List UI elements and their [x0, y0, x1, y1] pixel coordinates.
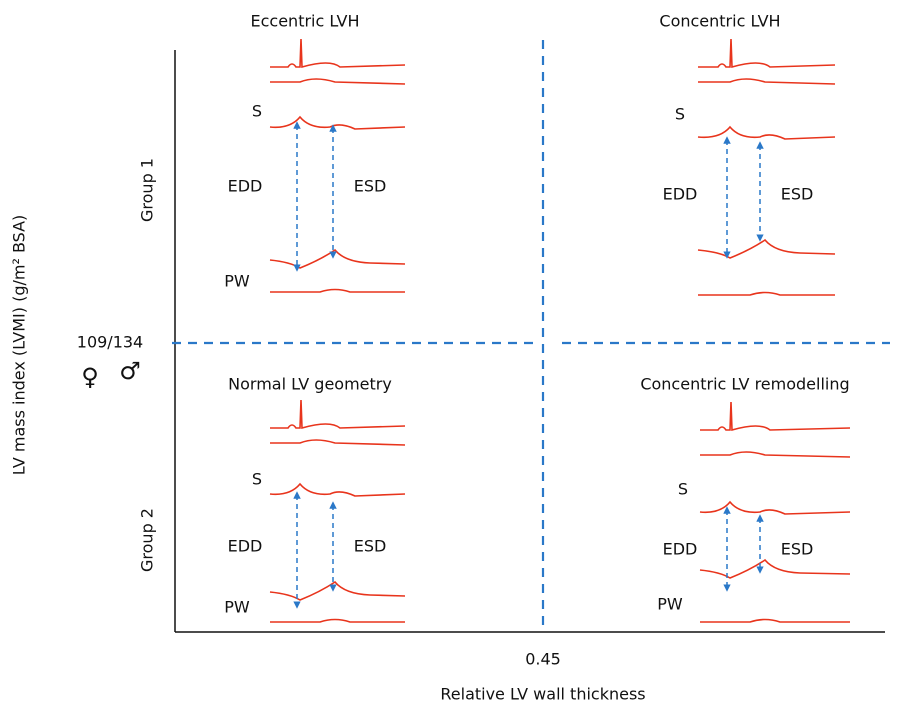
echo-trace: [269, 580, 406, 601]
trace-label: EDD: [228, 537, 263, 556]
quadrant-title: Concentric LVH: [659, 12, 780, 31]
echo-trace: [697, 238, 836, 259]
echo-trace: [700, 451, 851, 458]
quadrant-title: Concentric LV remodelling: [640, 375, 849, 394]
quadrant-title: Eccentric LVH: [251, 12, 360, 31]
trace-label: ESD: [781, 185, 814, 204]
echo-trace: [699, 500, 851, 515]
trace-label: S: [678, 480, 688, 499]
y-axis-label: LV mass index (LVMI) (g/m² BSA): [10, 215, 29, 476]
trace-label: S: [252, 102, 262, 121]
male-symbol: ♂: [119, 357, 141, 385]
trace-label: PW: [657, 595, 683, 614]
trace-label: ESD: [354, 177, 387, 196]
quadrant-title: Normal LV geometry: [228, 375, 392, 394]
echo-trace: [700, 618, 850, 623]
trace-label: EDD: [663, 185, 698, 204]
echo-trace: [699, 558, 851, 579]
echo-trace: [698, 38, 836, 69]
echo-trace: [270, 399, 406, 430]
y-threshold-label: 109/134: [77, 333, 143, 352]
echo-trace: [697, 125, 836, 140]
group-label: Group 1: [138, 158, 157, 222]
echo-trace: [270, 38, 406, 69]
group-label: Group 2: [138, 508, 157, 572]
echo-trace: [270, 288, 405, 293]
trace-label: S: [675, 105, 685, 124]
echo-trace: [269, 115, 406, 130]
echo-trace: [269, 248, 406, 269]
echo-trace: [270, 439, 406, 446]
echo-trace: [269, 482, 406, 497]
female-symbol: ♀: [81, 363, 99, 391]
trace-label: ESD: [354, 537, 387, 556]
trace-label: EDD: [228, 177, 263, 196]
x-threshold-label: 0.45: [525, 650, 561, 669]
trace-label: ESD: [781, 540, 814, 559]
echo-trace: [270, 618, 405, 623]
trace-label: PW: [224, 272, 250, 291]
echo-trace: [698, 78, 836, 85]
trace-label: PW: [224, 598, 250, 617]
trace-label: EDD: [663, 540, 698, 559]
echo-trace: [270, 78, 406, 85]
echo-trace: [700, 401, 851, 432]
x-axis-label: Relative LV wall thickness: [440, 685, 645, 704]
trace-label: S: [252, 470, 262, 489]
echo-trace: [698, 291, 835, 296]
